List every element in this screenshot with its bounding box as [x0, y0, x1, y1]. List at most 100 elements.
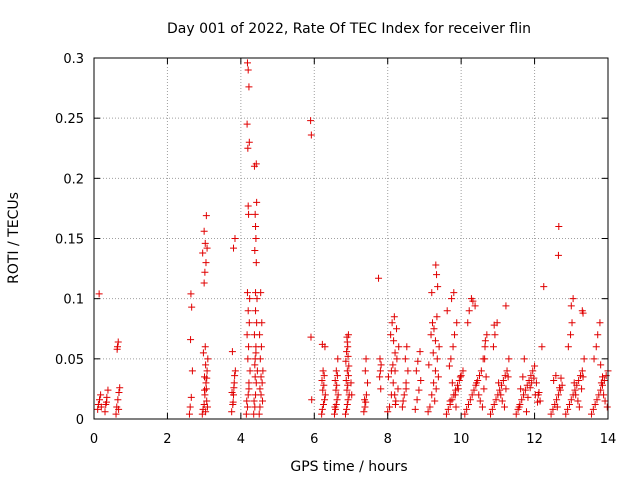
- data-point: [466, 396, 474, 404]
- data-point: [318, 376, 326, 384]
- data-point: [528, 379, 536, 387]
- data-point: [521, 386, 529, 394]
- data-point: [96, 396, 104, 404]
- data-point: [430, 379, 438, 387]
- data-point: [431, 337, 439, 345]
- data-point: [570, 379, 578, 387]
- data-point: [447, 355, 455, 363]
- data-point: [94, 405, 102, 413]
- data-point: [555, 222, 563, 230]
- data-point: [245, 138, 253, 146]
- data-point: [512, 410, 520, 418]
- data-point: [547, 410, 555, 418]
- data-point: [231, 235, 239, 242]
- data-point: [391, 391, 399, 399]
- data-point: [567, 396, 575, 404]
- data-point: [243, 59, 251, 67]
- data-point: [590, 355, 598, 363]
- data-point: [459, 367, 467, 375]
- data-point: [411, 405, 419, 413]
- x-tick-label: 10: [453, 432, 470, 447]
- data-point: [393, 355, 401, 363]
- data-point: [202, 379, 210, 387]
- data-point: [601, 397, 609, 405]
- data-point: [434, 373, 442, 381]
- data-point: [481, 343, 489, 351]
- data-point: [202, 361, 210, 369]
- y-tick-label: 0.25: [55, 112, 84, 127]
- data-point: [307, 333, 315, 341]
- data-point: [256, 331, 264, 339]
- data-point: [432, 261, 440, 269]
- data-point: [578, 367, 586, 375]
- data-point: [531, 391, 539, 399]
- data-point: [113, 345, 121, 353]
- data-point: [597, 386, 605, 394]
- data-point: [102, 398, 110, 406]
- data-point: [476, 372, 483, 380]
- data-point: [115, 389, 123, 397]
- data-point: [471, 302, 479, 310]
- data-point: [504, 373, 512, 381]
- data-point: [431, 367, 439, 375]
- data-point: [393, 325, 401, 333]
- data-point: [257, 373, 265, 381]
- data-point: [424, 408, 432, 416]
- data-point: [188, 303, 196, 311]
- data-point: [567, 302, 575, 310]
- data-point: [580, 355, 588, 363]
- data-point: [343, 386, 351, 394]
- data-point: [520, 355, 528, 363]
- data-point: [246, 295, 254, 303]
- data-point: [201, 386, 209, 394]
- data-point: [500, 403, 508, 411]
- x-tick-label: 6: [310, 432, 318, 447]
- data-point: [201, 239, 209, 247]
- data-point: [387, 367, 395, 375]
- data-point: [246, 367, 254, 375]
- data-point: [435, 343, 443, 351]
- data-point: [200, 279, 208, 287]
- data-point: [231, 367, 239, 375]
- data-point: [470, 386, 478, 394]
- grid-lines: [94, 58, 608, 419]
- data-point: [416, 348, 424, 356]
- data-point: [388, 319, 396, 327]
- data-point: [461, 410, 469, 418]
- data-point: [187, 336, 195, 344]
- data-point: [332, 367, 340, 375]
- data-point: [256, 385, 264, 393]
- data-point: [496, 386, 504, 394]
- data-point: [375, 274, 383, 282]
- data-point: [600, 391, 608, 399]
- data-point: [321, 396, 329, 404]
- chart-title: Day 001 of 2022, Rate Of TEC Index for r…: [167, 21, 531, 37]
- data-point: [530, 374, 538, 382]
- data-point: [377, 385, 385, 393]
- data-point: [343, 367, 351, 375]
- data-point: [490, 401, 498, 409]
- data-point: [228, 389, 236, 397]
- data-point: [362, 391, 370, 399]
- data-point: [505, 355, 513, 363]
- data-point: [597, 379, 605, 387]
- data-point: [255, 410, 263, 418]
- data-point: [229, 398, 237, 406]
- data-point: [252, 349, 260, 357]
- data-point: [202, 385, 210, 393]
- data-point: [243, 120, 251, 128]
- data-point: [258, 319, 266, 327]
- data-point: [415, 386, 423, 394]
- data-point: [390, 337, 398, 345]
- data-point: [518, 396, 526, 404]
- data-point: [446, 397, 454, 405]
- data-point: [402, 385, 410, 393]
- data-point: [243, 289, 251, 297]
- x-tick-label: 0: [90, 432, 98, 447]
- data-point: [427, 331, 435, 339]
- data-point: [433, 271, 441, 279]
- data-point: [252, 259, 260, 267]
- data-point: [403, 343, 411, 351]
- data-point: [575, 376, 583, 384]
- data-point: [186, 403, 194, 411]
